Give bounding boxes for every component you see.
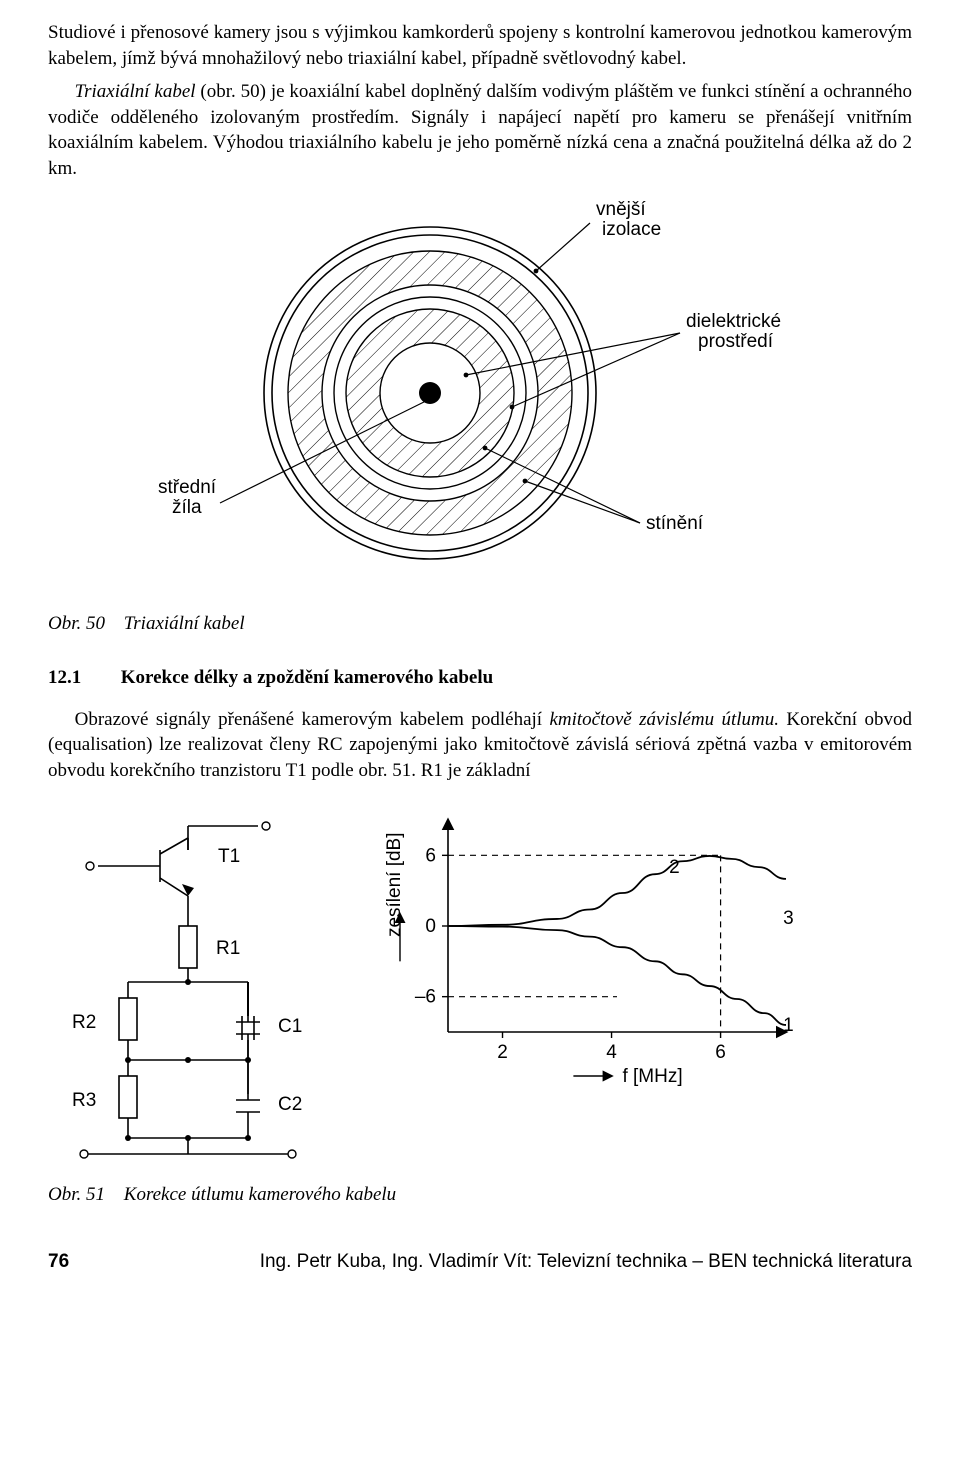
figure-51-graph: –6 0 6 2 4 6 2 3 1 f [MHz] zesílení [dB] [376,806,806,1116]
svg-text:R2: R2 [72,1012,96,1033]
fig50-caption-text: Triaxiální kabel [124,613,245,634]
fig50-caption: Obr. 50 Triaxiální kabel [48,611,912,637]
svg-text:C1: C1 [278,1016,302,1037]
svg-text:střední: střední [158,477,217,498]
fig51-caption-text: Korekce útlumu kamerového kabelu [124,1184,396,1205]
section-heading: 12.1 Korekce délky a zpoždění kamerového… [48,665,912,691]
svg-text:3: 3 [783,908,794,929]
svg-text:2: 2 [497,1042,508,1063]
svg-text:0: 0 [425,916,436,937]
footer-text: Ing. Petr Kuba, Ing. Vladimír Vít: Telev… [260,1249,912,1275]
para2-lead: Triaxiální kabel [75,81,201,102]
svg-text:C2: C2 [278,1094,302,1115]
figure-50: vnějšíizolace dielektricképrostředí středn… [130,193,830,603]
fig51-caption: Obr. 51 Korekce útlumu kamerového kabelu [48,1182,912,1208]
svg-text:stínění: stínění [646,513,704,534]
paragraph-3: Obrazové signály přenášené kamerovým kab… [48,707,912,784]
svg-text:2: 2 [669,857,680,878]
svg-text:R3: R3 [72,1090,96,1111]
svg-text:zesílení [dB]: zesílení [dB] [384,832,405,937]
svg-text:vnější: vnější [596,199,646,220]
svg-text:R1: R1 [216,938,240,959]
para3-a: Obrazové signály přenášené kamerovým kab… [75,709,550,730]
section-number: 12.1 [48,665,116,691]
page-footer: 76 Ing. Petr Kuba, Ing. Vladimír Vít: Te… [48,1243,912,1275]
svg-text:6: 6 [425,845,436,866]
svg-text:dielektrické: dielektrické [686,311,781,332]
svg-text:6: 6 [715,1042,726,1063]
svg-text:prostředí: prostředí [698,331,774,352]
para3-italic: kmitočtově závislému útlumu. [549,709,786,730]
paragraph-2: Triaxiální kabel (obr. 50) je koaxiální … [48,79,912,182]
para1-text: Studiové i přenosové kamery jsou s výjim… [48,22,912,69]
svg-text:f [MHz]: f [MHz] [622,1066,682,1087]
paragraph-1: Studiové i přenosové kamery jsou s výjim… [48,20,912,71]
fig50-label: Obr. 50 [48,613,105,634]
figure-51-row: T1 R1 R2 C1 R3 C2 –6 0 6 2 4 6 2 3 1 f [MHz] zesílení [… [48,806,912,1166]
svg-text:4: 4 [606,1042,617,1063]
fig51-label: Obr. 51 [48,1184,105,1205]
svg-text:T1: T1 [218,846,240,867]
svg-text:–6: –6 [415,986,436,1007]
page-number: 76 [48,1249,69,1275]
figure-51-schematic: T1 R1 R2 C1 R3 C2 [48,806,348,1166]
svg-text:1: 1 [783,1015,794,1036]
section-title: Korekce délky a zpoždění kamerového kabe… [121,667,493,688]
svg-text:žíla: žíla [172,497,202,518]
svg-text:izolace: izolace [602,219,661,240]
